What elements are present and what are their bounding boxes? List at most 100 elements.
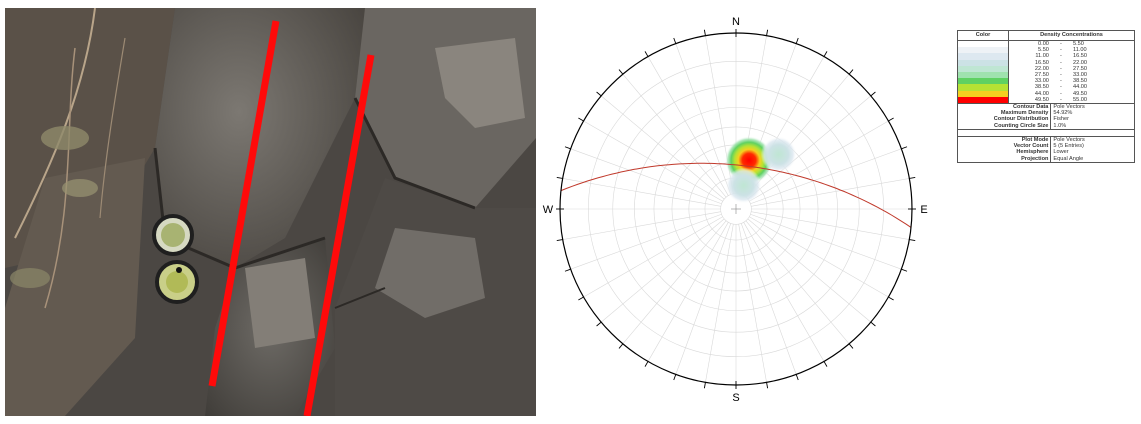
legend-bin-max: 33.00: [1073, 72, 1088, 79]
legend-bin-row: 16.50 - 22.00: [957, 59, 1135, 66]
rim-tick: [564, 268, 571, 272]
joint-trace-1: [208, 20, 280, 387]
legend-bin-min: 16.50: [1034, 59, 1049, 66]
legend-swatch: [957, 72, 1009, 79]
legend-info-value: Fisher: [1053, 116, 1069, 123]
rim-tick: [766, 29, 769, 36]
grid-radial: [743, 222, 825, 362]
legend-bin-dash: -: [1060, 72, 1062, 79]
grid-radial: [751, 178, 910, 207]
outcrop-photo-image: [5, 8, 536, 416]
grid-radial: [622, 73, 727, 198]
legend-info-row: Vector Count 5 (5 Entries): [957, 143, 1135, 150]
legend-info-row: Counting Circle Size 1.0%: [957, 122, 1135, 130]
legend-swatch: [957, 90, 1009, 97]
rim-tick: [564, 146, 571, 150]
joint-trace-2: [303, 54, 375, 416]
legend-swatch: [957, 53, 1009, 60]
grid-radial: [747, 95, 872, 200]
rim-tick: [578, 117, 584, 122]
legend-swatch: [957, 96, 1009, 104]
cardinal-label-south: S: [732, 392, 739, 404]
rim-tick: [703, 29, 706, 36]
rim-tick: [596, 321, 602, 327]
legend-bin-max: 16.50: [1073, 53, 1088, 60]
legend-info-value: 54.92%: [1053, 110, 1073, 117]
outcrop-photo: [5, 8, 536, 416]
grid-radial: [749, 120, 889, 202]
grid-radial: [647, 56, 729, 196]
legend-info-key: Counting Circle Size: [957, 122, 1052, 130]
legend-swatch: [957, 84, 1009, 91]
legend-bin-dash: -: [1060, 78, 1062, 85]
legend-bin-row: 44.00 - 49.50: [957, 90, 1135, 97]
grid-radial: [570, 148, 722, 205]
legend-bin-min: 27.50: [1034, 72, 1049, 79]
legend-bin-dash: -: [1060, 59, 1062, 66]
rim-tick: [870, 321, 876, 327]
legend-info-key: Plot Mode: [957, 136, 1052, 144]
legend-bin-row: 27.50 - 33.00: [957, 72, 1135, 79]
rim-tick: [644, 51, 649, 57]
rim-tick: [870, 91, 876, 97]
rim-tick: [909, 176, 916, 179]
rim-tick: [823, 51, 828, 57]
legend-info-key: Projection: [957, 155, 1052, 163]
legend-bin-min: 44.00: [1034, 90, 1049, 97]
grid-radial: [622, 220, 727, 345]
cardinal-label-north: N: [732, 16, 740, 28]
grid-radial: [750, 148, 902, 205]
legend-bin-min: 49.50: [1034, 96, 1049, 103]
rim-tick: [823, 361, 828, 367]
rim-tick: [644, 361, 649, 367]
grid-radial: [562, 178, 721, 207]
grid-radial: [747, 218, 872, 323]
legend-swatch: [957, 65, 1009, 73]
legend-swatch: [957, 47, 1009, 54]
legend-bin-dash: -: [1060, 41, 1062, 47]
legend-bin-min: 11.00: [1035, 53, 1049, 60]
legend-bin-row: 11.00 - 16.50: [957, 53, 1135, 60]
grid-radial: [675, 223, 732, 375]
grid-radial: [749, 216, 889, 298]
legend-info-row: Plot Mode Pole Vectors: [957, 136, 1135, 144]
grid-radial: [705, 224, 734, 383]
legend-bin-min: 38.50: [1034, 84, 1049, 91]
legend-bin-max: 5.50: [1073, 41, 1084, 47]
legend-swatch: [957, 40, 1009, 48]
rim-tick: [703, 382, 706, 389]
legend-bin-max: 49.50: [1073, 90, 1088, 97]
legend-info-value: 5 (5 Entries): [1053, 143, 1084, 150]
legend-bin-dash: -: [1060, 53, 1062, 60]
grid-radial: [583, 216, 723, 298]
legend-bin-dash: -: [1060, 84, 1062, 91]
legend-info-value: Equal Angle: [1053, 155, 1084, 162]
legend-bin-dash: -: [1060, 96, 1062, 103]
grid-radial: [675, 43, 732, 195]
legend-bin-min: 0.00: [1038, 41, 1049, 47]
legend-bin-max: 11.00: [1073, 47, 1087, 54]
rim-tick: [578, 296, 584, 301]
cardinal-label-west: W: [543, 204, 554, 216]
rim-tick: [556, 239, 563, 242]
cardinal-label-east: E: [920, 204, 927, 216]
density-legend: Color Density Concentrations 0.00-5.50 5.…: [957, 30, 1135, 163]
grid-radial: [751, 211, 910, 240]
legend-bin-dash: -: [1060, 47, 1062, 54]
rim-tick: [901, 146, 908, 150]
rim-tick: [909, 239, 916, 242]
grid-radial: [740, 223, 797, 375]
rim-tick: [596, 91, 602, 97]
legend-bin-max: 44.00: [1073, 84, 1088, 91]
stereonet-plot: N S E W: [543, 16, 928, 404]
rim-tick: [848, 343, 854, 349]
legend-info-key: Hemisphere: [957, 149, 1052, 156]
legend-info-key: Vector Count: [957, 143, 1052, 150]
legend-info-key: Maximum Density: [957, 110, 1052, 117]
legend-bin-row: 0.00 - 5.50: [957, 40, 1135, 48]
grid-radial: [562, 211, 721, 240]
legend-bin-min: 5.50: [1038, 47, 1049, 54]
legend-bin-dash: -: [1060, 65, 1062, 72]
legend-info-row: Projection Equal Angle: [957, 155, 1135, 163]
legend-bin-row: 5.50 - 11.00: [957, 47, 1135, 54]
